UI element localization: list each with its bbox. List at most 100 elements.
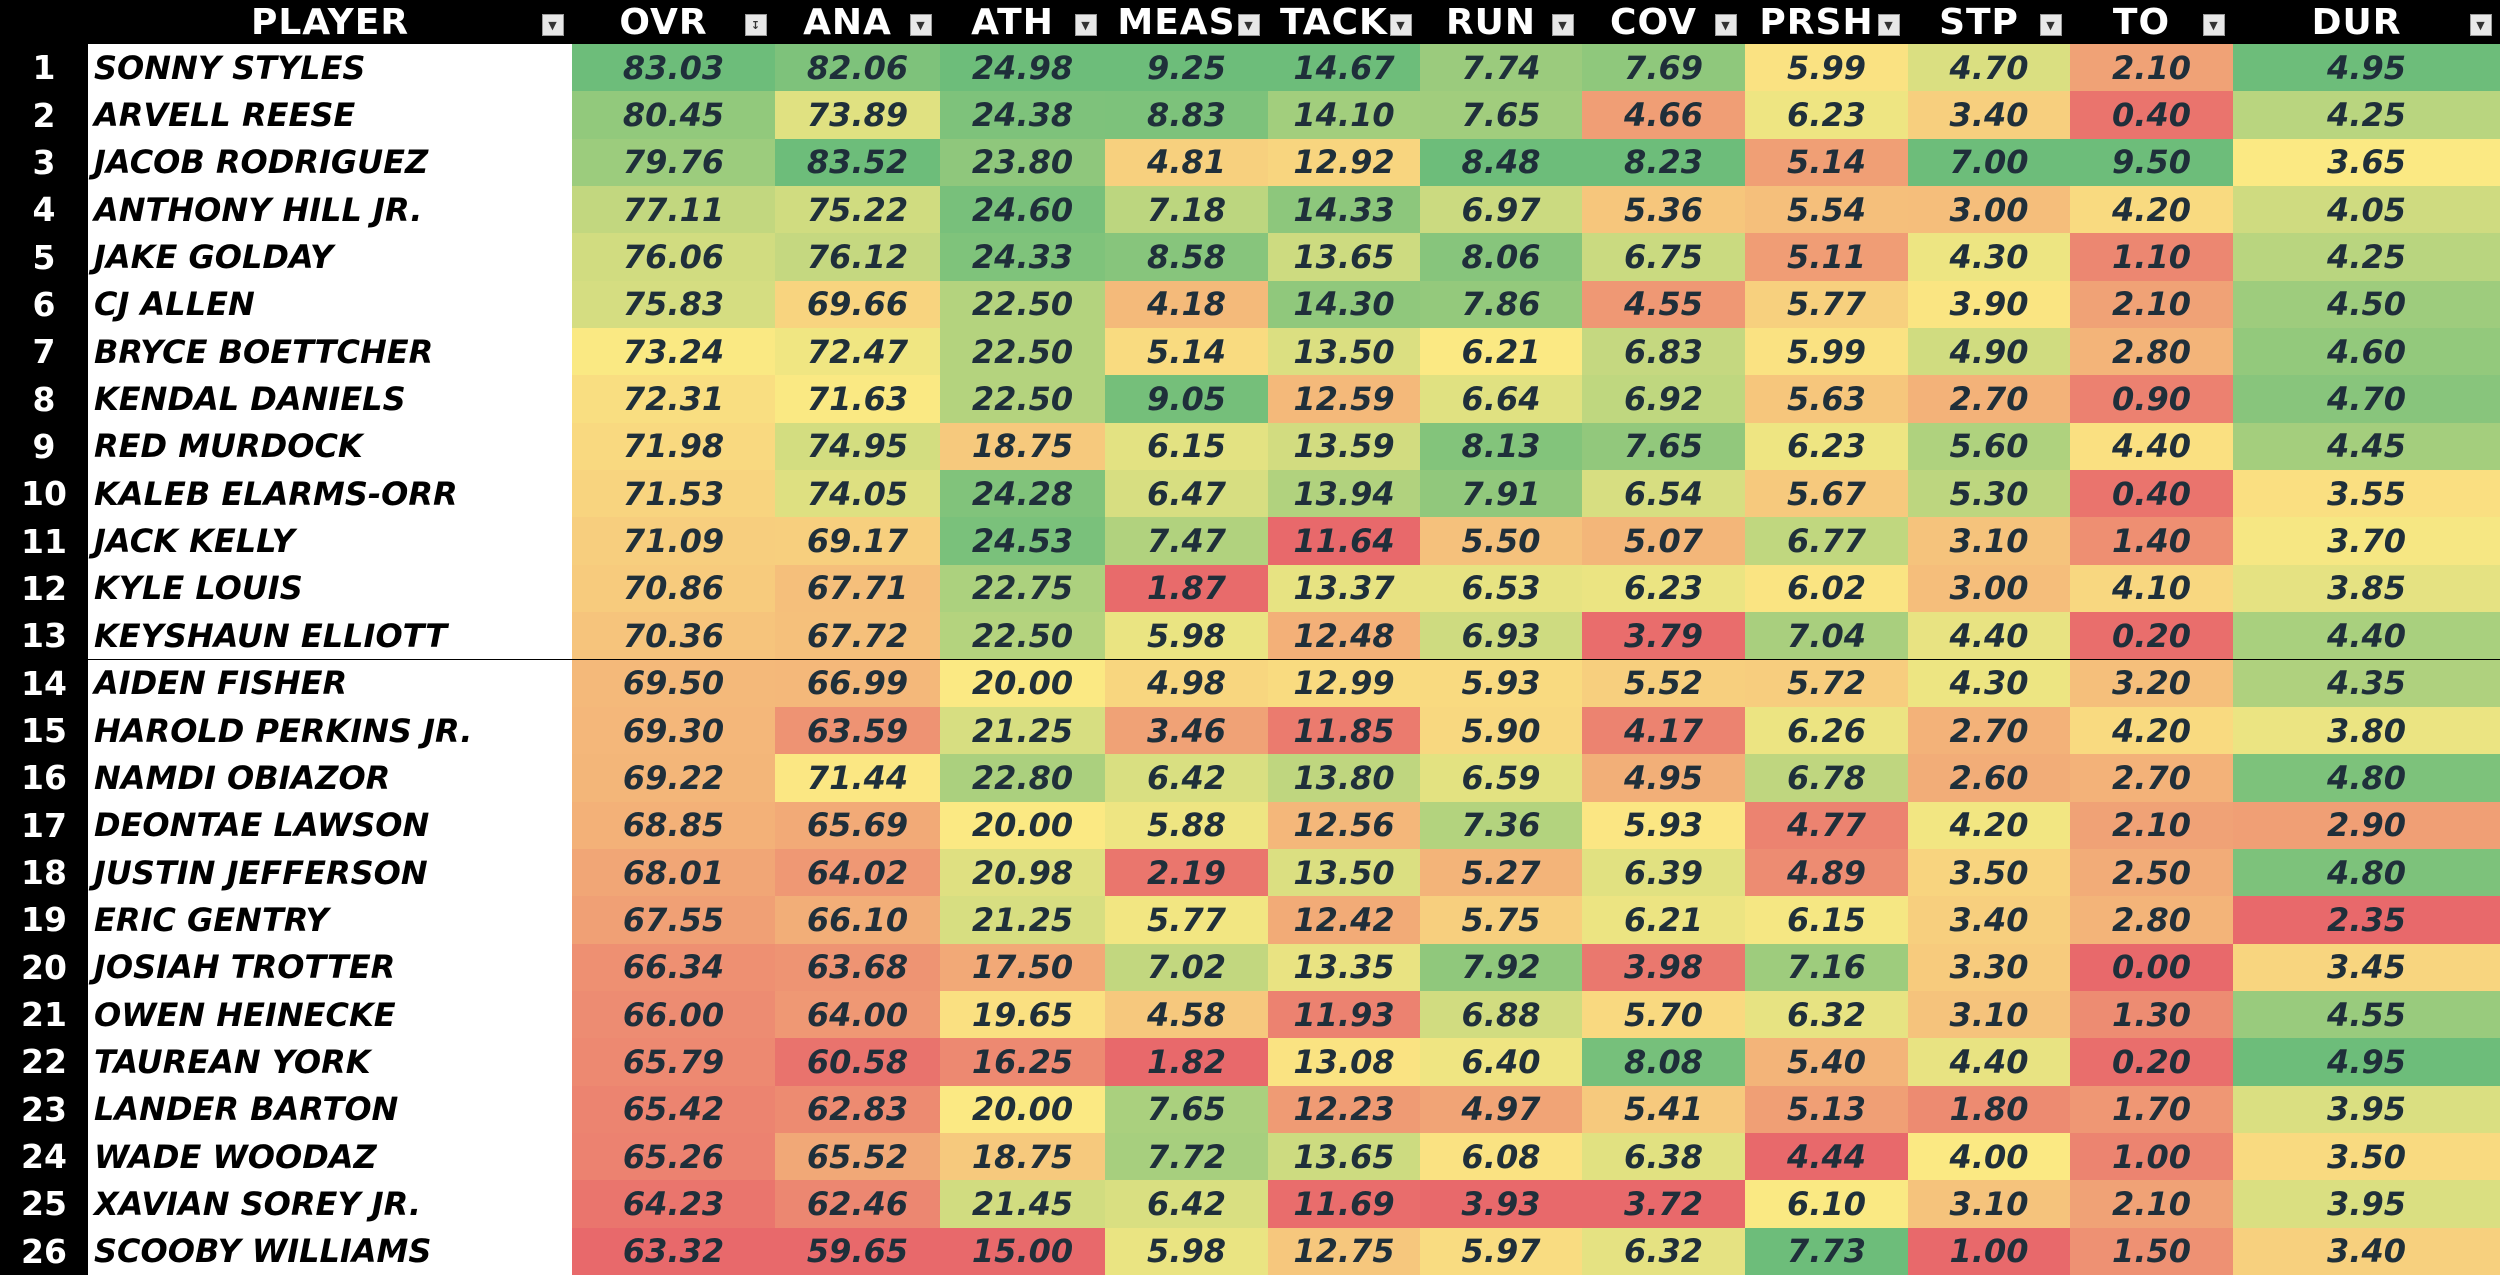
stat-cell-ana[interactable]: 59.65: [775, 1227, 940, 1275]
filter-dropdown-icon[interactable]: ↧: [745, 14, 767, 36]
stat-cell-meas[interactable]: 7.02: [1105, 943, 1268, 991]
stat-cell-meas[interactable]: 9.25: [1105, 44, 1268, 92]
stat-cell-stp[interactable]: 3.50: [1908, 848, 2070, 897]
stat-cell-tack[interactable]: 14.30: [1268, 280, 1420, 329]
stat-cell-ana[interactable]: 64.00: [775, 990, 940, 1039]
stat-cell-ovr[interactable]: 67.55: [572, 896, 775, 944]
stat-cell-dur[interactable]: 3.65: [2233, 138, 2500, 187]
stat-cell-tack[interactable]: 14.67: [1268, 44, 1420, 92]
stat-cell-prsh[interactable]: 5.14: [1745, 138, 1908, 187]
stat-cell-dur[interactable]: 3.45: [2233, 943, 2500, 991]
stat-cell-dur[interactable]: 3.70: [2233, 517, 2500, 565]
stat-cell-prsh[interactable]: 5.63: [1745, 375, 1908, 423]
stat-cell-ovr[interactable]: 73.24: [572, 328, 775, 376]
filter-dropdown-icon[interactable]: ▼: [2470, 14, 2492, 36]
stat-cell-meas[interactable]: 5.14: [1105, 328, 1268, 376]
stat-cell-ath[interactable]: 24.53: [940, 517, 1105, 565]
stat-cell-ana[interactable]: 83.52: [775, 138, 940, 187]
stat-cell-stp[interactable]: 4.30: [1908, 233, 2070, 281]
stat-cell-ath[interactable]: 24.98: [940, 44, 1105, 92]
stat-cell-ath[interactable]: 16.25: [940, 1038, 1105, 1086]
stat-cell-stp[interactable]: 2.70: [1908, 706, 2070, 755]
stat-cell-ana[interactable]: 67.71: [775, 564, 940, 613]
stat-cell-dur[interactable]: 3.50: [2233, 1132, 2500, 1181]
stat-cell-cov[interactable]: 3.72: [1582, 1180, 1745, 1228]
stat-cell-stp[interactable]: 4.40: [1908, 612, 2070, 660]
stat-cell-cov[interactable]: 6.92: [1582, 375, 1745, 423]
stat-cell-tack[interactable]: 12.42: [1268, 896, 1420, 944]
stat-cell-run[interactable]: 6.53: [1420, 564, 1582, 613]
stat-cell-ath[interactable]: 19.65: [940, 990, 1105, 1039]
stat-cell-dur[interactable]: 3.80: [2233, 706, 2500, 755]
stat-cell-ath[interactable]: 22.80: [940, 754, 1105, 802]
stat-cell-stp[interactable]: 4.40: [1908, 1038, 2070, 1086]
stat-cell-cov[interactable]: 6.21: [1582, 896, 1745, 944]
stat-cell-cov[interactable]: 8.08: [1582, 1038, 1745, 1086]
stat-cell-dur[interactable]: 2.90: [2233, 801, 2500, 849]
stat-cell-to[interactable]: 4.40: [2070, 422, 2233, 471]
stat-cell-ath[interactable]: 24.33: [940, 233, 1105, 281]
stat-cell-prsh[interactable]: 6.15: [1745, 896, 1908, 944]
stat-cell-ana[interactable]: 76.12: [775, 233, 940, 281]
player-name-cell[interactable]: SCOOBY WILLIAMS: [88, 1227, 572, 1275]
stat-cell-run[interactable]: 7.65: [1420, 91, 1582, 139]
stat-cell-to[interactable]: 4.10: [2070, 564, 2233, 613]
stat-cell-to[interactable]: 0.00: [2070, 943, 2233, 991]
stat-cell-stp[interactable]: 3.10: [1908, 990, 2070, 1039]
stat-cell-ovr[interactable]: 76.06: [572, 233, 775, 281]
stat-cell-cov[interactable]: 5.07: [1582, 517, 1745, 565]
stat-cell-dur[interactable]: 4.05: [2233, 186, 2500, 234]
stat-cell-ana[interactable]: 73.89: [775, 91, 940, 139]
stat-cell-to[interactable]: 1.50: [2070, 1227, 2233, 1275]
player-name-cell[interactable]: JOSIAH TROTTER: [88, 943, 572, 991]
stat-cell-ana[interactable]: 72.47: [775, 328, 940, 376]
stat-cell-run[interactable]: 6.21: [1420, 328, 1582, 376]
stat-cell-prsh[interactable]: 6.23: [1745, 422, 1908, 471]
stat-cell-meas[interactable]: 8.83: [1105, 91, 1268, 139]
stat-cell-prsh[interactable]: 6.78: [1745, 754, 1908, 802]
stat-cell-ath[interactable]: 22.50: [940, 280, 1105, 329]
stat-cell-ana[interactable]: 67.72: [775, 612, 940, 660]
stat-cell-dur[interactable]: 4.25: [2233, 233, 2500, 281]
stat-cell-to[interactable]: 0.20: [2070, 612, 2233, 660]
stat-cell-ath[interactable]: 17.50: [940, 943, 1105, 991]
stat-cell-cov[interactable]: 4.95: [1582, 754, 1745, 802]
stat-cell-prsh[interactable]: 4.89: [1745, 848, 1908, 897]
stat-cell-ovr[interactable]: 71.98: [572, 422, 775, 471]
stat-cell-ovr[interactable]: 66.34: [572, 943, 775, 991]
stat-cell-run[interactable]: 5.93: [1420, 659, 1582, 707]
stat-cell-meas[interactable]: 5.98: [1105, 612, 1268, 660]
stat-cell-ovr[interactable]: 70.86: [572, 564, 775, 613]
stat-cell-meas[interactable]: 9.05: [1105, 375, 1268, 423]
stat-cell-prsh[interactable]: 5.40: [1745, 1038, 1908, 1086]
stat-cell-run[interactable]: 7.91: [1420, 470, 1582, 518]
stat-cell-tack[interactable]: 11.69: [1268, 1180, 1420, 1228]
stat-cell-ath[interactable]: 24.60: [940, 186, 1105, 234]
stat-cell-cov[interactable]: 5.93: [1582, 801, 1745, 849]
stat-cell-dur[interactable]: 4.60: [2233, 328, 2500, 376]
stat-cell-stp[interactable]: 5.30: [1908, 470, 2070, 518]
stat-cell-run[interactable]: 4.97: [1420, 1085, 1582, 1133]
stat-cell-ana[interactable]: 63.59: [775, 706, 940, 755]
stat-cell-stp[interactable]: 4.70: [1908, 44, 2070, 92]
stat-cell-ana[interactable]: 74.95: [775, 422, 940, 471]
stat-cell-ath[interactable]: 22.50: [940, 375, 1105, 423]
stat-cell-run[interactable]: 5.97: [1420, 1227, 1582, 1275]
stat-cell-meas[interactable]: 7.47: [1105, 517, 1268, 565]
stat-cell-tack[interactable]: 11.93: [1268, 990, 1420, 1039]
stat-cell-cov[interactable]: 5.36: [1582, 186, 1745, 234]
stat-cell-stp[interactable]: 1.00: [1908, 1227, 2070, 1275]
stat-cell-to[interactable]: 1.00: [2070, 1132, 2233, 1181]
stat-cell-stp[interactable]: 3.90: [1908, 280, 2070, 329]
stat-cell-tack[interactable]: 13.08: [1268, 1038, 1420, 1086]
stat-cell-prsh[interactable]: 6.02: [1745, 564, 1908, 613]
stat-cell-stp[interactable]: 2.70: [1908, 375, 2070, 423]
stat-cell-stp[interactable]: 3.10: [1908, 1180, 2070, 1228]
stat-cell-cov[interactable]: 5.41: [1582, 1085, 1745, 1133]
stat-cell-meas[interactable]: 7.65: [1105, 1085, 1268, 1133]
player-name-cell[interactable]: ERIC GENTRY: [88, 896, 572, 944]
player-name-cell[interactable]: KYLE LOUIS: [88, 564, 572, 613]
stat-cell-prsh[interactable]: 6.26: [1745, 706, 1908, 755]
stat-cell-tack[interactable]: 13.94: [1268, 470, 1420, 518]
stat-cell-stp[interactable]: 4.20: [1908, 801, 2070, 849]
